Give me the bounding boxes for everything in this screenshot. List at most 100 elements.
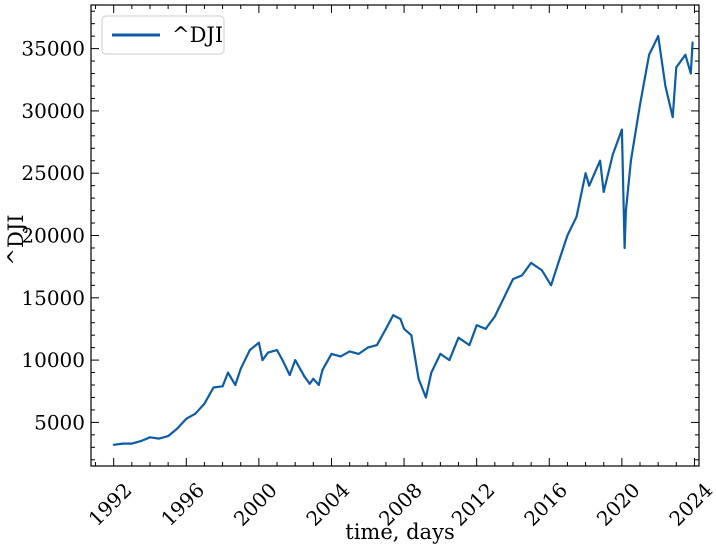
data-point — [671, 116, 674, 119]
y-tick-label: 25000 — [21, 161, 85, 185]
data-point — [176, 427, 179, 430]
data-point — [584, 172, 587, 175]
data-point — [624, 209, 627, 212]
data-point — [493, 315, 496, 318]
data-point — [330, 352, 333, 355]
x-tick-label: 2000 — [229, 478, 282, 531]
y-tick-label: 35000 — [21, 37, 85, 61]
data-point — [648, 53, 651, 56]
x-tick-label: 1992 — [84, 478, 137, 531]
data-point — [403, 327, 406, 330]
data-point — [212, 386, 215, 389]
data-point — [566, 234, 569, 237]
y-tick-label: 20000 — [21, 224, 85, 248]
data-point — [167, 435, 170, 438]
data-point — [194, 412, 197, 415]
data-point — [227, 371, 229, 374]
x-tick-label: 2020 — [592, 478, 645, 531]
data-point — [430, 371, 433, 374]
y-tick-labels: 5000 10000 15000 20000 25000 30000 35000 — [21, 37, 85, 435]
legend-entry-djia: ^DJI — [172, 23, 223, 47]
data-point — [130, 442, 133, 445]
data-point — [675, 66, 678, 69]
y-tick-label: 10000 — [21, 348, 85, 372]
data-point — [149, 436, 151, 439]
data-point — [261, 359, 264, 362]
data-point — [267, 351, 269, 354]
series-layer — [112, 34, 694, 446]
data-point — [312, 377, 315, 380]
data-point — [321, 369, 324, 372]
data-point — [575, 215, 578, 218]
data-point — [502, 296, 505, 299]
data-point — [276, 349, 278, 352]
data-point — [392, 314, 395, 317]
x-tick-label: 2024 — [664, 478, 716, 531]
data-point — [424, 396, 427, 399]
data-point — [599, 159, 602, 162]
y-tick-label: 30000 — [21, 99, 85, 123]
data-point — [657, 35, 660, 38]
data-point — [439, 352, 442, 355]
data-point — [602, 190, 605, 193]
data-point — [684, 53, 687, 56]
data-point — [620, 128, 623, 131]
data-point — [593, 172, 596, 175]
y-tick-label: 15000 — [21, 286, 85, 310]
data-point — [348, 350, 351, 353]
data-point — [691, 41, 694, 44]
plot-frame — [90, 4, 700, 467]
data-point — [399, 318, 402, 320]
data-point — [512, 278, 514, 281]
data-point — [139, 440, 142, 443]
data-point — [112, 443, 115, 446]
data-point — [384, 327, 387, 330]
data-point — [375, 344, 378, 347]
axis-ticks — [91, 5, 699, 466]
data-point — [234, 384, 237, 386]
data-point — [448, 359, 451, 362]
series-line-djia — [113, 34, 694, 446]
x-axis-label: time, days — [345, 520, 454, 544]
data-point — [588, 184, 591, 187]
data-point — [339, 355, 342, 358]
data-point — [158, 437, 161, 440]
data-point — [248, 349, 251, 352]
data-point — [521, 274, 523, 277]
data-point — [281, 359, 284, 362]
data-point — [357, 352, 360, 355]
data-point — [557, 261, 560, 264]
data-point — [689, 72, 692, 75]
data-point — [308, 382, 311, 385]
data-point — [484, 327, 487, 330]
data-point — [185, 417, 188, 420]
data-point — [257, 341, 260, 344]
data-point — [530, 261, 533, 264]
y-axis-label: ^DJI — [4, 214, 28, 265]
data-point — [550, 284, 553, 287]
data-point — [417, 377, 420, 380]
data-point — [203, 402, 206, 405]
data-point — [303, 375, 306, 378]
data-point — [239, 367, 242, 370]
data-point — [317, 384, 320, 386]
data-point — [623, 247, 626, 249]
legend: ^DJI — [101, 15, 225, 55]
data-point — [294, 359, 297, 362]
data-point — [475, 324, 478, 327]
x-tick-label: 2016 — [519, 478, 572, 531]
data-point — [468, 344, 471, 347]
data-point — [457, 336, 460, 339]
data-point — [221, 385, 224, 388]
data-point — [288, 374, 291, 376]
data-point — [410, 334, 413, 337]
data-point — [366, 346, 369, 349]
data-point — [121, 442, 124, 445]
x-tick-label: 1996 — [156, 478, 209, 531]
data-point — [664, 85, 667, 87]
y-tick-label: 5000 — [34, 410, 85, 434]
legend-frame — [101, 15, 225, 55]
data-point — [639, 103, 641, 106]
data-point — [611, 153, 614, 156]
